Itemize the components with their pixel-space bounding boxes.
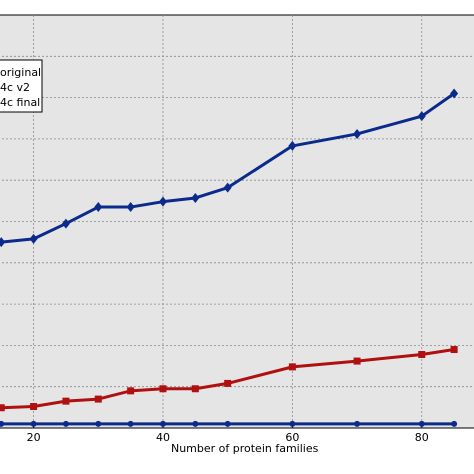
data-point [418,420,425,427]
data-point [0,237,6,248]
data-point [353,128,362,139]
data-point [289,420,296,427]
data-point [450,346,458,354]
legend: original 4c v2 4c final [0,59,43,113]
series-line-4c-v2 [1,348,455,410]
data-point [417,111,426,122]
data-point [288,363,296,371]
data-point [224,420,231,427]
data-point [191,192,200,203]
data-point [0,420,5,427]
x-axis-label: Number of protein families [171,442,319,455]
x-tick-label: 80 [415,431,429,444]
data-point [126,202,135,213]
data-point [127,420,134,427]
data-point [353,357,361,365]
grid [0,15,474,428]
x-tick-label: 60 [285,431,299,444]
data-point [0,404,5,412]
data-point [223,182,232,193]
x-tick-label: 40 [156,431,170,444]
data-point [30,420,37,427]
legend-entry: 4c final [0,96,40,109]
data-point [191,385,199,393]
data-point [30,403,38,411]
data-point [95,420,102,427]
x-ticks: 20 40 60 80 [27,424,429,444]
data-point [159,385,167,393]
data-point [159,420,166,427]
data-point [61,218,70,229]
data-point [62,420,69,427]
data-point [418,350,426,358]
data-point [354,420,361,427]
data-point [94,202,103,213]
data-point [62,397,70,405]
data-point [29,233,38,244]
legend-entry: original [0,66,41,79]
data-point [192,420,199,427]
legend-entry: 4c v2 [0,81,30,94]
legend-box [0,59,43,113]
data-point [288,140,297,151]
x-tick-label: 20 [27,431,41,444]
data-point [94,395,102,403]
data-point [158,196,167,207]
series-group [0,88,459,427]
data-point [127,387,135,395]
data-point [224,379,232,387]
series-line-4c-final [1,92,455,244]
data-point [450,88,459,99]
data-point [451,420,458,427]
